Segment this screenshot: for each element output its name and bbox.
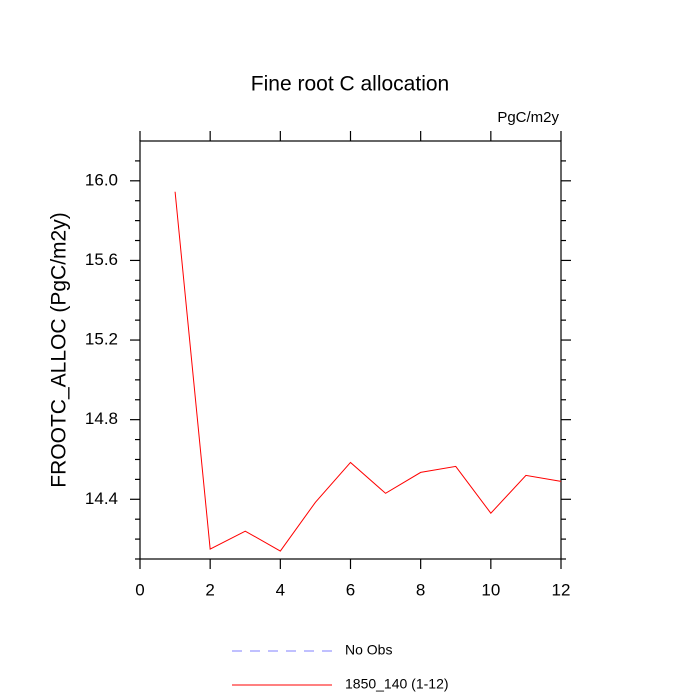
y-tick-label: 15.2 xyxy=(85,330,118,349)
x-tick-label: 10 xyxy=(481,580,500,599)
x-tick-label: 4 xyxy=(276,580,285,599)
legend-label: No Obs xyxy=(345,642,392,658)
plot-frame xyxy=(139,140,562,560)
units-label: PgC/m2y xyxy=(497,109,559,126)
x-tick-label: 12 xyxy=(552,580,571,599)
x-tick-label: 0 xyxy=(135,580,144,599)
y-tick-label: 14.8 xyxy=(85,409,118,428)
y-tick-label: 15.6 xyxy=(85,250,118,269)
legend-label: 1850_140 (1-12) xyxy=(345,676,449,692)
y-axis-label: FROOTC_ALLOC (PgC/m2y) xyxy=(48,212,71,487)
x-tick-label: 2 xyxy=(205,580,214,599)
x-tick-label: 8 xyxy=(416,580,425,599)
y-tick-label: 14.4 xyxy=(85,489,118,508)
series-line xyxy=(174,191,562,552)
chart-title: Fine root C allocation xyxy=(251,73,449,96)
x-tick-label: 6 xyxy=(346,580,355,599)
y-tick-label: 16.0 xyxy=(85,170,118,189)
